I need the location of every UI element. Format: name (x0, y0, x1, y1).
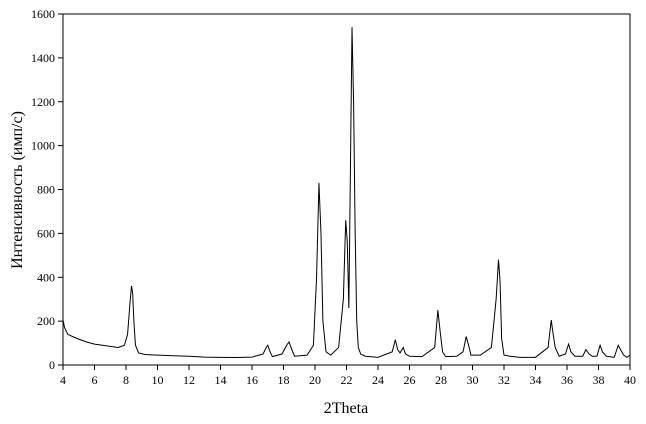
x-tick-label: 38 (593, 373, 605, 387)
y-tick-label: 1600 (31, 7, 55, 21)
y-tick-label: 1200 (31, 95, 55, 109)
y-tick-label: 1000 (31, 139, 55, 153)
x-tick-label: 8 (123, 373, 129, 387)
x-tick-label: 36 (561, 373, 573, 387)
x-tick-label: 22 (341, 373, 353, 387)
x-axis-ticks: 4 6 8 10 12 14 16 18 20 22 24 26 28 30 32 34 36 38 40 (60, 365, 636, 387)
y-tick-label: 0 (49, 358, 55, 372)
x-tick-label: 6 (92, 373, 98, 387)
y-axis-title: Интенсивность (имп/с) (9, 111, 26, 269)
x-tick-label: 40 (624, 373, 636, 387)
x-tick-label: 10 (152, 373, 164, 387)
x-axis-title: 2Theta (324, 400, 368, 417)
x-tick-label: 20 (309, 373, 321, 387)
y-tick-label: 800 (37, 183, 55, 197)
y-tick-label: 400 (37, 270, 55, 284)
x-tick-label: 28 (435, 373, 447, 387)
x-tick-label: 18 (278, 373, 290, 387)
plot-area (63, 14, 630, 365)
y-tick-label: 200 (37, 314, 55, 328)
x-tick-label: 12 (183, 373, 195, 387)
series-line (63, 27, 630, 357)
y-tick-label: 1400 (31, 51, 55, 65)
x-tick-label: 4 (60, 373, 66, 387)
x-tick-label: 34 (530, 373, 542, 387)
x-tick-label: 24 (372, 373, 384, 387)
y-tick-label: 600 (37, 226, 55, 240)
x-tick-label: 14 (215, 373, 227, 387)
x-tick-label: 30 (467, 373, 479, 387)
x-tick-label: 26 (404, 373, 416, 387)
x-tick-label: 16 (246, 373, 258, 387)
x-tick-label: 32 (498, 373, 510, 387)
y-axis-ticks: 0 200 400 600 800 1000 1200 1400 1600 (31, 7, 63, 372)
